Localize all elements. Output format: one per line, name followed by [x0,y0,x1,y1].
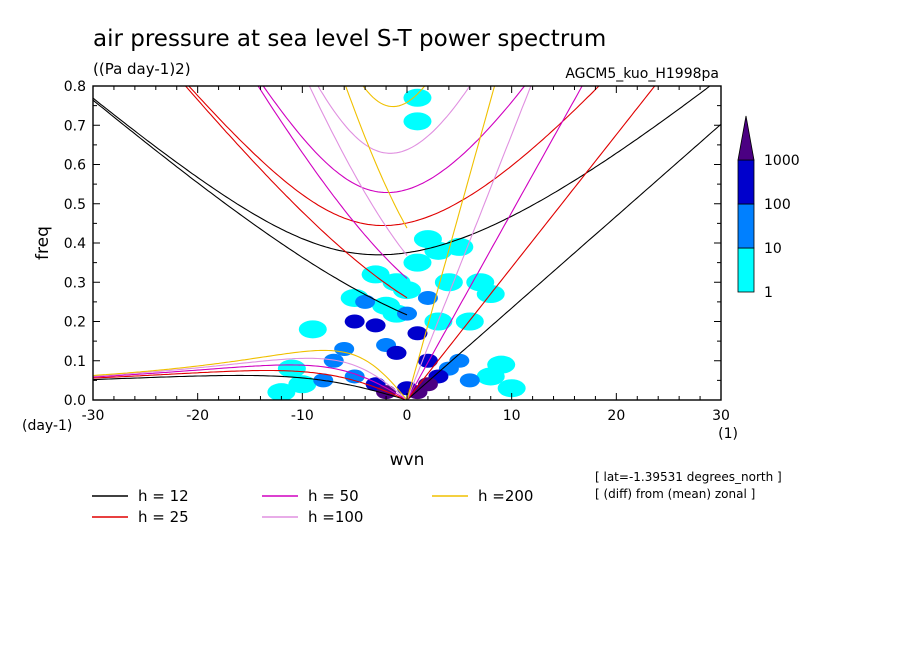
heatmap-cell [403,88,432,107]
y-axis-unit: (day-1) [22,418,72,434]
heatmap-cell [497,379,526,398]
colorbar-label: 100 [764,197,791,213]
mrg-curve-200 [345,86,408,229]
heatmap-cell [403,253,432,272]
heatmap-cell [403,112,432,131]
colorbar-segment [737,159,755,205]
y-tick-label: 0.7 [64,118,86,134]
rossby-curve-12 [93,374,408,400]
kelvin-curve-50 [406,86,583,400]
heatmap-cell [267,383,296,400]
x-tick-label: 10 [503,408,521,424]
y-tick-label: 0.5 [64,197,86,213]
legend-label-50: h = 50 [308,487,359,505]
axis-ticks [92,85,722,401]
legend-label-25: h = 25 [138,508,189,526]
kelvin-curve-200 [406,86,496,400]
x-tick-label: 0 [403,408,412,424]
ig-curve-50 [262,86,526,194]
heatmap-cell [487,355,516,374]
heatmap-cell [459,373,480,388]
latitude-annotation: [ lat=-1.39531 degrees_north ] [595,470,782,484]
colorbar-label: 1 [764,285,773,301]
heatmap-cell [365,318,386,333]
x-tick-label: -30 [82,408,105,424]
ig-curve-100 [317,86,471,154]
chart-title: air pressure at sea level S-T power spec… [93,26,606,52]
mrg-curve-25 [184,86,408,299]
y-tick-label: 0.3 [64,275,86,291]
kelvin-curve-100 [406,86,532,400]
x-tick-label: -20 [186,408,209,424]
x-tick-label: -10 [291,408,314,424]
chart-units: ((Pa day-1)2) [93,60,191,78]
heatmap-cell [334,341,355,356]
legend-label-200: h =200 [478,487,533,505]
colorbar-label: 10 [764,241,782,257]
diff-annotation: [ (diff) from (mean) zonal ] [595,487,755,501]
y-tick-label: 0.1 [64,354,86,370]
heatmap-cell [323,353,344,368]
mrg-curve-100 [308,86,408,256]
heatmap-cell [386,345,407,360]
ig-curve-25 [188,86,600,227]
heatmap-cell [417,353,438,368]
y-tick-label: 0.8 [64,79,86,95]
model-name: AGCM5_kuo_H1998pa [565,66,719,82]
rossby-curve-50 [93,364,408,400]
y-tick-label: 0.0 [64,393,86,409]
dispersion-curves-layer [93,86,721,400]
x-axis-label: wvn [390,450,425,470]
ig-curve-200 [362,86,426,108]
kelvin-curve-25 [406,86,656,400]
heatmap-cell [393,281,421,300]
y-axis-label: freq [33,226,53,260]
y-tick-label: 0.4 [64,236,86,252]
y-tick-label: 0.2 [64,315,86,331]
heatmap-cell [449,353,470,368]
axis-tick-labels: -30 -20 -10 0 10 20 30 0.0 0.1 0.2 0.3 0.4 0.5 0.6 0.7… [64,79,730,424]
heatmap-layer [267,88,526,400]
heatmap-cell [298,320,327,339]
heatmap-cell [397,306,417,321]
x-tick-label: 20 [607,408,625,424]
heatmap-cell [277,359,306,378]
rossby-curve-25 [93,369,408,400]
legend-label-100: h =100 [308,508,363,526]
heatmap-cell [466,273,495,292]
mrg-curve-50 [257,86,408,279]
x-axis-unit: (1) [718,426,738,442]
colorbar-segment [737,203,755,249]
heatmap-cell [288,375,317,394]
heatmap-cell [407,326,428,341]
heatmap-cell [445,237,474,256]
heatmap-cell [355,294,376,309]
heatmap-cell [344,314,365,329]
colorbar-segment [737,115,755,161]
plot-frame [92,85,722,401]
x-tick-label: 30 [712,408,730,424]
colorbar: 1 10 100 1000 [737,115,800,301]
mrg-curve-12 [93,99,408,316]
heatmap-cell [434,273,463,292]
heatmap-cell [417,290,438,305]
heatmap-cell [455,312,484,331]
y-tick-label: 0.6 [64,158,86,174]
rossby-curve-100 [93,357,408,400]
heatmap-cell [417,377,438,392]
ig-curve-12 [93,86,711,256]
rossby-curve-200 [93,349,408,400]
heatmap-cell [413,230,442,249]
colorbar-label: 1000 [764,153,800,169]
legend-label-12: h = 12 [138,487,189,505]
kelvin-curve-12 [406,123,721,400]
legend: h = 12 h = 25 h = 50 h =100 h =200 [92,487,533,526]
colorbar-segment [737,247,755,293]
